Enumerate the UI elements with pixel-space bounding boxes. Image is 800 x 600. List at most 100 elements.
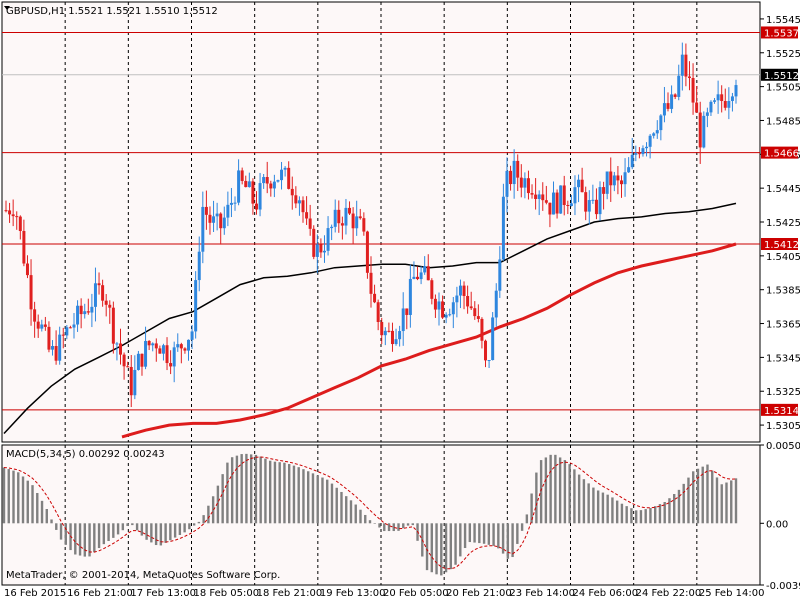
macd-bar bbox=[615, 500, 619, 524]
macd-bar bbox=[188, 523, 191, 530]
candle-body bbox=[322, 250, 326, 253]
candle-body bbox=[11, 214, 15, 217]
macd-bar bbox=[349, 500, 353, 524]
candle-body bbox=[215, 213, 219, 217]
candle-body bbox=[441, 301, 445, 318]
macd-bar bbox=[406, 523, 410, 526]
macd-bar bbox=[159, 523, 163, 546]
y-tick-label: 1.5365 bbox=[766, 320, 800, 331]
macd-bar bbox=[150, 523, 153, 543]
macd-bar bbox=[397, 523, 400, 531]
macd-bar bbox=[12, 470, 15, 524]
macd-bar bbox=[539, 460, 543, 524]
macd-bar bbox=[487, 523, 491, 545]
candle-body bbox=[659, 115, 663, 131]
candle-body bbox=[33, 309, 37, 322]
candle-body bbox=[36, 321, 40, 329]
ma-fast-line bbox=[3, 202, 737, 435]
macd-bar bbox=[444, 523, 448, 573]
macd-bar bbox=[169, 523, 172, 541]
macd-bar bbox=[516, 523, 519, 544]
candle-body bbox=[51, 346, 55, 350]
macd-bar bbox=[573, 469, 576, 524]
macd-bar bbox=[197, 521, 201, 524]
macd-bar bbox=[449, 523, 453, 570]
candle-body bbox=[705, 112, 709, 116]
macd-bar bbox=[411, 523, 414, 526]
macd-bar bbox=[307, 471, 310, 524]
candle-body bbox=[577, 179, 581, 188]
candle-body bbox=[154, 343, 158, 349]
candle-body bbox=[104, 300, 108, 305]
macd-bar bbox=[611, 497, 614, 524]
macd-bar bbox=[45, 508, 48, 524]
macd-bar bbox=[326, 479, 329, 524]
macd-bar bbox=[630, 508, 633, 524]
macd-bar bbox=[36, 492, 39, 524]
candle-body bbox=[612, 175, 616, 186]
candle-body bbox=[720, 94, 724, 101]
macd-bar bbox=[568, 464, 571, 524]
candle-body bbox=[265, 177, 269, 184]
macd-bar bbox=[17, 472, 20, 524]
candle-body bbox=[72, 324, 76, 328]
x-tick-label: 20 Feb 21:00 bbox=[446, 588, 512, 599]
candle-body bbox=[616, 175, 620, 181]
candle-body bbox=[648, 135, 652, 147]
y-tick-label: 1.5545 bbox=[766, 15, 800, 26]
candle-body bbox=[283, 167, 287, 170]
candle-body bbox=[473, 308, 477, 317]
macd-bar bbox=[64, 523, 67, 545]
candle-body bbox=[530, 193, 534, 195]
macd-bar bbox=[264, 458, 267, 524]
candle-body bbox=[519, 177, 523, 188]
macd-bar bbox=[440, 523, 443, 576]
macd-bar bbox=[164, 523, 167, 543]
macd-bar bbox=[354, 504, 357, 524]
macd-bar bbox=[478, 523, 481, 544]
macd-bar bbox=[468, 523, 472, 543]
macd-bar bbox=[373, 523, 376, 524]
candle-body bbox=[86, 311, 90, 313]
candle-body bbox=[111, 307, 115, 344]
price-level-tag bbox=[761, 403, 798, 416]
candle-body bbox=[709, 101, 713, 113]
candle-body bbox=[509, 170, 513, 185]
candle-body bbox=[344, 207, 348, 226]
candle-body bbox=[326, 228, 330, 251]
macd-bar bbox=[653, 506, 657, 524]
candle-body bbox=[169, 363, 173, 367]
macd-bar bbox=[364, 514, 367, 524]
macd-bar bbox=[473, 523, 476, 543]
candle-body bbox=[548, 202, 552, 215]
macd-bar bbox=[50, 519, 53, 524]
y-tick-label: 1.5485 bbox=[766, 116, 800, 127]
macd-bar bbox=[192, 523, 196, 526]
macd-bar bbox=[501, 523, 505, 554]
candle-body bbox=[129, 366, 133, 396]
candle-body bbox=[645, 146, 649, 149]
candle-body bbox=[204, 206, 208, 215]
candle-body bbox=[68, 327, 72, 329]
candle-body bbox=[301, 200, 305, 213]
candle-body bbox=[580, 179, 584, 193]
macd-bar bbox=[535, 472, 538, 524]
candle-body bbox=[713, 100, 717, 102]
macd-y-tick-label: 0.00505 bbox=[766, 441, 800, 452]
macd-bar bbox=[249, 454, 253, 524]
dropdown-icon[interactable] bbox=[4, 6, 10, 10]
macd-bar bbox=[530, 493, 533, 524]
macd-bar bbox=[121, 523, 125, 531]
candle-body bbox=[237, 170, 241, 203]
macd-bar bbox=[140, 523, 144, 536]
price-level-tag bbox=[761, 26, 798, 39]
candle-body bbox=[65, 327, 69, 336]
y-tick-label: 1.5305 bbox=[766, 421, 800, 432]
candle-body bbox=[280, 169, 284, 181]
macd-bar bbox=[587, 483, 590, 524]
candle-body bbox=[165, 345, 169, 364]
candle-body bbox=[373, 293, 377, 303]
candle-body bbox=[365, 231, 369, 273]
candle-body bbox=[290, 188, 294, 196]
